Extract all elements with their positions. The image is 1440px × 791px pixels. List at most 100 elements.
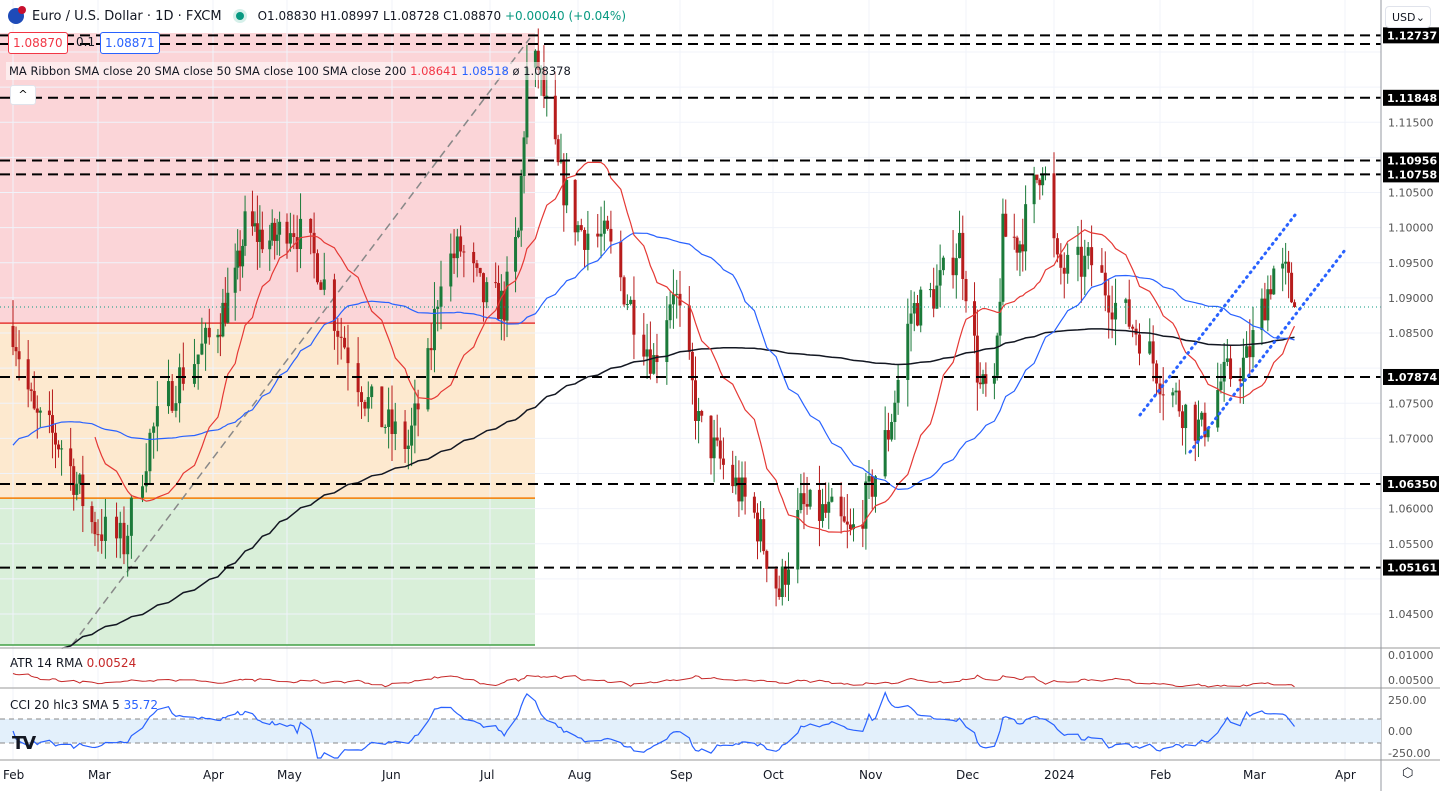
ma-ribbon-legend[interactable]: MA Ribbon SMA close 20 SMA close 50 SMA …: [6, 62, 574, 80]
symbol-title[interactable]: Euro / U.S. Dollar · 1D · FXCM: [32, 8, 222, 24]
candle-body: [1114, 302, 1118, 320]
candle-body: [255, 223, 259, 242]
atr-label: ATR 14 RMA: [10, 656, 83, 670]
candle-body: [1021, 244, 1025, 252]
candle-body: [1260, 298, 1264, 331]
candle-body: [78, 474, 82, 484]
candle-body: [273, 222, 277, 241]
candle-body: [148, 432, 152, 472]
candle-body: [912, 303, 916, 314]
price-level-label: 1.10758: [1387, 168, 1437, 181]
sell-price-button[interactable]: 1.08870: [8, 32, 68, 54]
candle-body: [1066, 254, 1070, 274]
candle-body: [390, 409, 394, 435]
sma100-value: ø: [512, 64, 520, 78]
candle-body: [802, 493, 806, 505]
candle-body: [155, 406, 159, 427]
candle-body: [1225, 358, 1229, 362]
candle-body: [675, 293, 679, 295]
candle-body: [752, 496, 756, 513]
candle-body: [494, 282, 498, 284]
candle-body: [873, 476, 877, 497]
candle-body: [1174, 390, 1178, 393]
candle-body: [765, 551, 769, 569]
candle-body: [319, 282, 323, 290]
channel-line-upper: [1138, 213, 1297, 417]
candle-body: [827, 501, 831, 513]
candle-body: [780, 566, 784, 597]
price-tick-label: 1.09500: [1388, 257, 1434, 270]
ma-ribbon-label: MA Ribbon SMA close 20 SMA close 50 SMA …: [9, 64, 407, 78]
candle-body: [712, 437, 716, 459]
candle-body: [69, 448, 73, 467]
cci-legend[interactable]: CCI 20 hlc3 SMA 5 35.72: [10, 698, 158, 712]
candle-body: [1041, 173, 1045, 186]
candle-body: [961, 232, 965, 279]
sma20-line: [94, 161, 1296, 533]
candle-body: [1216, 389, 1220, 428]
candle-body: [1127, 299, 1131, 327]
high-value: H1.08997: [320, 9, 380, 23]
close-value: C1.08870: [443, 9, 502, 23]
candle-body: [1110, 312, 1114, 320]
candle-body: [181, 367, 185, 384]
candle-body: [452, 253, 456, 259]
price-tick-label: 1.10000: [1388, 222, 1434, 235]
candle-body: [204, 327, 208, 344]
buy-price-button[interactable]: 1.08871: [100, 32, 160, 54]
candle-body: [973, 301, 977, 336]
price-level-label: 1.07874: [1387, 371, 1437, 384]
candle-body: [141, 486, 145, 498]
candle-body: [845, 521, 849, 525]
candle-body: [152, 426, 156, 433]
price-level-label: 1.11848: [1387, 92, 1437, 105]
cci-label: CCI 20 hlc3 SMA 5: [10, 698, 120, 712]
candle-body: [459, 236, 463, 252]
candle-body: [700, 411, 704, 416]
channel-line-lower: [1188, 248, 1347, 454]
fib-zone-mid: [0, 323, 535, 499]
candle-body: [1035, 174, 1039, 180]
time-axis-label: 2024: [1044, 768, 1075, 782]
candle-body: [870, 476, 874, 497]
chevron-down-icon: ⌄: [1415, 11, 1425, 24]
candle-body: [737, 477, 741, 502]
candle-body: [370, 386, 374, 398]
candle-body: [1272, 268, 1276, 295]
candle-body: [1090, 247, 1094, 266]
candle-body: [1038, 179, 1042, 186]
candle-body: [1287, 261, 1291, 273]
candle-body: [485, 282, 489, 303]
candle-body: [322, 279, 326, 290]
collapse-legend-button[interactable]: ^: [10, 85, 36, 105]
atr-legend[interactable]: ATR 14 RMA 0.00524: [10, 656, 136, 670]
candle-body: [1206, 427, 1210, 438]
price-tick-label: 1.07500: [1388, 397, 1434, 410]
candle-body: [250, 211, 254, 227]
candle-body: [1032, 174, 1036, 205]
candle-body: [573, 179, 577, 233]
currency-select[interactable]: USD ⌄: [1385, 6, 1431, 28]
price-level-tag: [1383, 166, 1439, 183]
candle-body: [1124, 299, 1128, 303]
candle-body: [1086, 247, 1090, 256]
candle-body: [478, 267, 482, 274]
candle-body: [602, 220, 606, 234]
candle-body: [17, 351, 21, 360]
candle-body: [606, 220, 610, 229]
candle-body: [449, 253, 453, 287]
candle-body: [1131, 326, 1135, 329]
candle-body: [718, 440, 722, 459]
settings-icon[interactable]: ⬡: [1402, 766, 1414, 781]
candle-body: [426, 348, 430, 410]
candle-body: [312, 232, 316, 254]
candle-body: [1196, 419, 1200, 441]
candle-body: [519, 176, 523, 231]
candle-body: [935, 285, 939, 309]
tradingview-logo[interactable]: TV: [12, 733, 36, 754]
time-axis-label: Dec: [956, 768, 979, 782]
fib-zone-top: [0, 33, 535, 324]
candle-body: [174, 403, 178, 411]
candle-body: [26, 359, 30, 390]
